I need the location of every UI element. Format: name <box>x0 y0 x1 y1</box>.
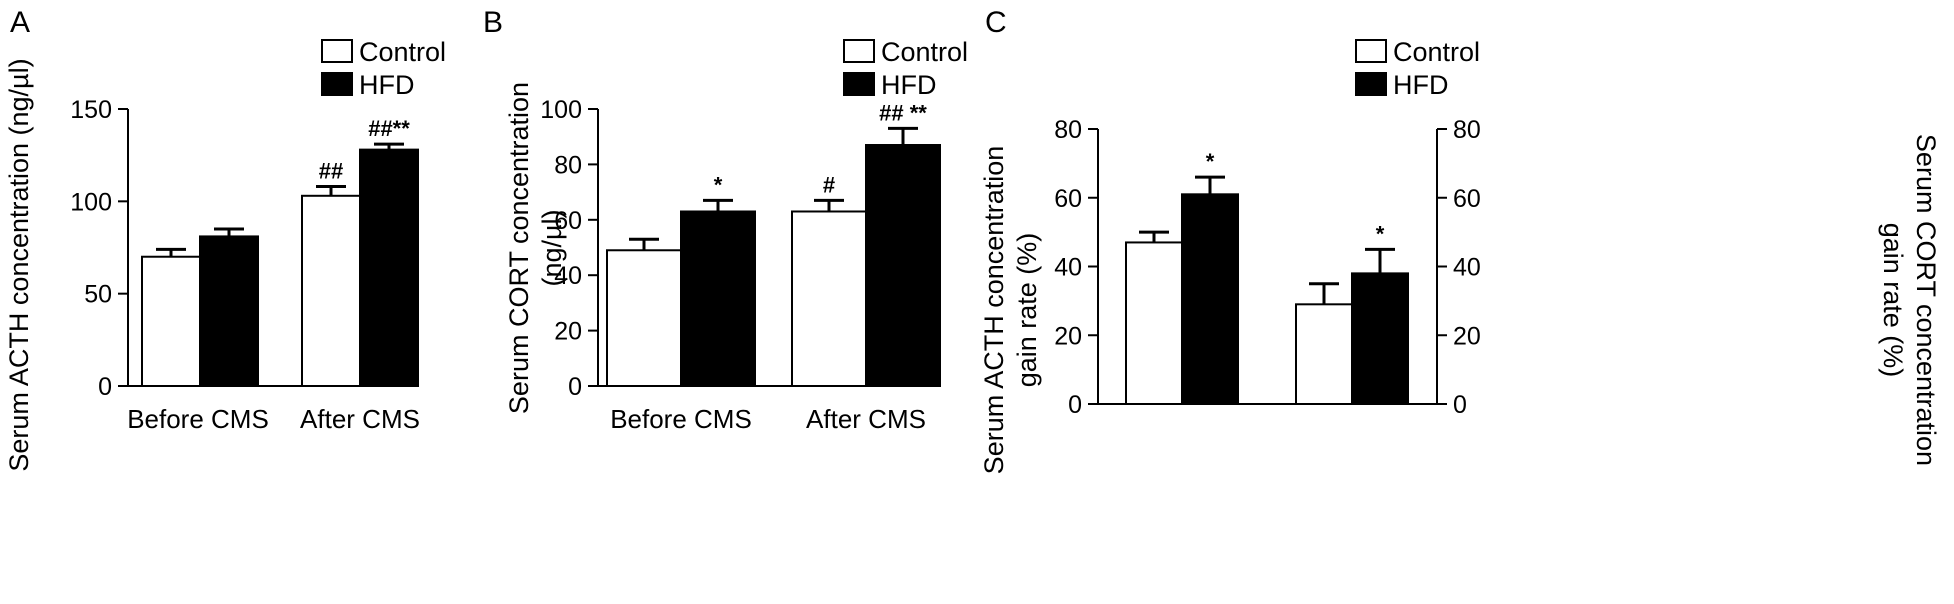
bar <box>1295 303 1353 405</box>
y-tick-label: 20 <box>554 318 582 346</box>
bar <box>680 210 756 387</box>
panel-a-ylabel: Serum ACTH concentration (ng/µl) <box>4 58 34 471</box>
bar <box>301 194 361 387</box>
panel-b: B Serum CORT concentration (ng/µl) 0 20 40… <box>483 6 968 434</box>
panel-c-letter: C <box>985 6 1007 39</box>
significance-label: ## <box>319 159 343 184</box>
legend-swatch-hfd <box>1355 72 1387 96</box>
panel-c-ylabel-right: Serum CORT concentration <box>1911 134 1941 466</box>
y-tick-label: 100 <box>70 188 112 216</box>
legend-label-control: Control <box>1393 37 1480 67</box>
y-tick-label: 0 <box>1453 391 1467 419</box>
significance-label: # <box>823 172 835 197</box>
panel-c-legend: Control HFD <box>1355 37 1480 100</box>
panel-a-category-label: After CMS <box>300 404 420 434</box>
y-tick-label: 20 <box>1453 322 1481 350</box>
legend-swatch-hfd <box>321 72 353 96</box>
legend-swatch-control <box>1355 39 1387 63</box>
bar <box>359 148 419 387</box>
panel-a-legend: Control HFD <box>321 37 446 100</box>
y-tick-label: 40 <box>554 262 582 290</box>
y-tick-label: 60 <box>554 207 582 235</box>
y-tick-label: 0 <box>568 373 582 401</box>
panel-b-letter: B <box>483 6 503 39</box>
y-tick-label: 0 <box>1068 391 1082 419</box>
y-tick-label: 60 <box>1453 185 1481 213</box>
panel-b-category-label: Before CMS <box>610 404 752 434</box>
bar <box>865 144 941 387</box>
panel-a-category-label: Before CMS <box>127 404 269 434</box>
panel-c-ylabel-left-unit: gain rate (%) <box>1012 233 1042 388</box>
y-tick-label: 0 <box>98 373 112 401</box>
legend-swatch-control <box>321 39 353 63</box>
significance-label: * <box>714 172 723 197</box>
bar <box>1351 272 1409 405</box>
legend-label-control: Control <box>881 37 968 67</box>
bar <box>606 249 682 387</box>
y-tick-label: 60 <box>1054 185 1082 213</box>
panel-b-ylabel: Serum CORT concentration <box>504 82 534 414</box>
y-tick-label: 20 <box>1054 322 1082 350</box>
panel-a: A Serum ACTH concentration (ng/µl) 0 50 10… <box>4 6 446 472</box>
bar <box>791 210 867 387</box>
y-tick-label: 40 <box>1453 254 1481 282</box>
panel-b-legend: Control HFD <box>843 37 968 100</box>
bar <box>1181 193 1239 405</box>
panel-a-letter: A <box>10 6 30 39</box>
y-tick-label: 80 <box>1054 116 1082 144</box>
significance-label: * <box>1206 149 1215 174</box>
significance-label: * <box>1376 221 1385 246</box>
legend-label-control: Control <box>359 37 446 67</box>
y-tick-label: 40 <box>1054 254 1082 282</box>
panel-b-category-label: After CMS <box>806 404 926 434</box>
panel-b-ylabel-unit: (ng/µl) <box>537 209 567 286</box>
legend-label-hfd: HFD <box>1393 70 1449 100</box>
panel-c-ylabel-left: Serum ACTH concentration <box>979 146 1009 475</box>
bar <box>1125 241 1183 405</box>
significance-label: ## ** <box>879 100 927 125</box>
y-tick-label: 80 <box>554 151 582 179</box>
legend-swatch-hfd <box>843 72 875 96</box>
panel-c-ylabel-right-unit: gain rate (%) <box>1878 223 1908 378</box>
y-tick-label: 100 <box>540 96 582 124</box>
legend-label-hfd: HFD <box>881 70 937 100</box>
y-tick-label: 150 <box>70 96 112 124</box>
significance-label: ##** <box>368 116 410 141</box>
y-tick-label: 50 <box>84 281 112 309</box>
y-tick-label: 80 <box>1453 116 1481 144</box>
bar <box>141 255 201 387</box>
bar <box>199 235 259 387</box>
legend-swatch-control <box>843 39 875 63</box>
legend-label-hfd: HFD <box>359 70 415 100</box>
panel-c: C Serum ACTH concentration gain rate (%)… <box>979 6 1941 474</box>
